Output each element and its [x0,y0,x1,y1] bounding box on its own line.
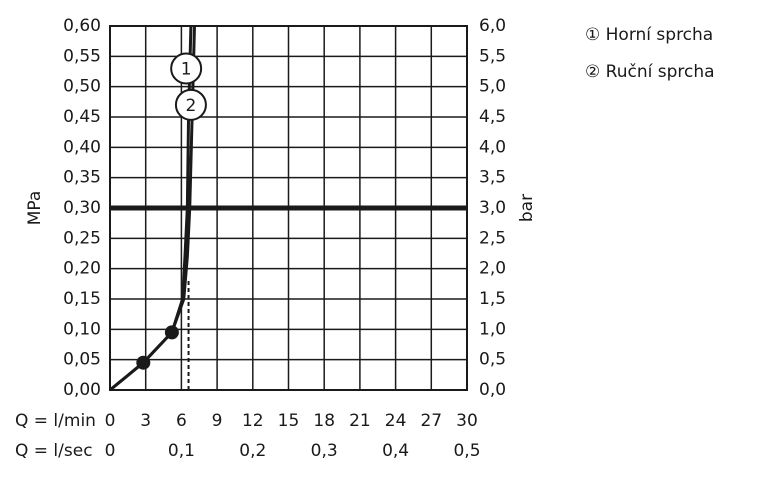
x2-tick-label: 0,1 [168,441,195,461]
x2-tick-label: 0,3 [311,441,338,461]
legend-entry: ① Horní sprcha [585,25,713,45]
curve-label: 2 [186,96,197,116]
y2-tick-label: 1,0 [479,319,506,339]
legend-entry: ② Ruční sprcha [585,62,715,82]
x-tick-label: 15 [278,411,300,431]
curve-label-circle [170,52,203,85]
x-axis-label: Q = l/min [15,411,96,431]
y2-tick-label: 3,5 [479,168,506,188]
curve-label-circle [174,88,207,121]
y-tick-label: 0,45 [63,107,101,127]
y2-axis-label: bar [517,194,537,222]
x-tick-label: 21 [349,411,371,431]
y2-tick-label: 1,5 [479,289,506,309]
y-tick-label: 0,40 [63,137,101,157]
y2-tick-label: 6,0 [479,16,506,36]
x2-tick-label: 0,2 [239,441,266,461]
y2-tick-label: 4,0 [479,137,506,157]
curve-label: 1 [181,59,192,79]
x-tick-label: 0 [105,411,116,431]
x2-tick-label: 0,4 [382,441,409,461]
x-tick-label: 24 [385,411,407,431]
y2-tick-label: 2,5 [479,228,506,248]
x2-tick-label: 0,5 [453,441,480,461]
y-tick-label: 0,30 [63,198,101,218]
y2-tick-label: 3,0 [479,198,506,218]
y2-tick-label: 5,5 [479,46,506,66]
point [136,355,151,370]
y-tick-label: 0,15 [63,289,101,309]
y-tick-label: 0,10 [63,319,101,339]
x-tick-label: 3 [140,411,151,431]
y2-tick-label: 2,0 [479,259,506,279]
x-tick-label: 6 [176,411,187,431]
x-tick-label: 9 [212,411,223,431]
x-tick-label: 30 [456,411,478,431]
y2-tick-label: 5,0 [479,77,506,97]
point [164,325,179,340]
y-tick-label: 0,25 [63,228,101,248]
y-tick-label: 0,60 [63,16,101,36]
y-axis-label: MPa [25,191,45,226]
y-tick-label: 0,55 [63,46,101,66]
y-tick-label: 0,20 [63,259,101,279]
x-tick-label: 12 [242,411,264,431]
y2-tick-label: 4,5 [479,107,506,127]
x2-axis-label: Q = l/sec [15,441,93,461]
y-tick-label: 0,50 [63,77,101,97]
y-tick-label: 0,05 [63,350,101,370]
x2-tick-label: 0 [105,441,116,461]
x-tick-label: 18 [313,411,335,431]
x-tick-label: 27 [420,411,442,431]
y-tick-label: 0,00 [63,380,101,400]
y2-tick-label: 0,5 [479,350,506,370]
y2-tick-label: 0,0 [479,380,506,400]
y-tick-label: 0,35 [63,168,101,188]
